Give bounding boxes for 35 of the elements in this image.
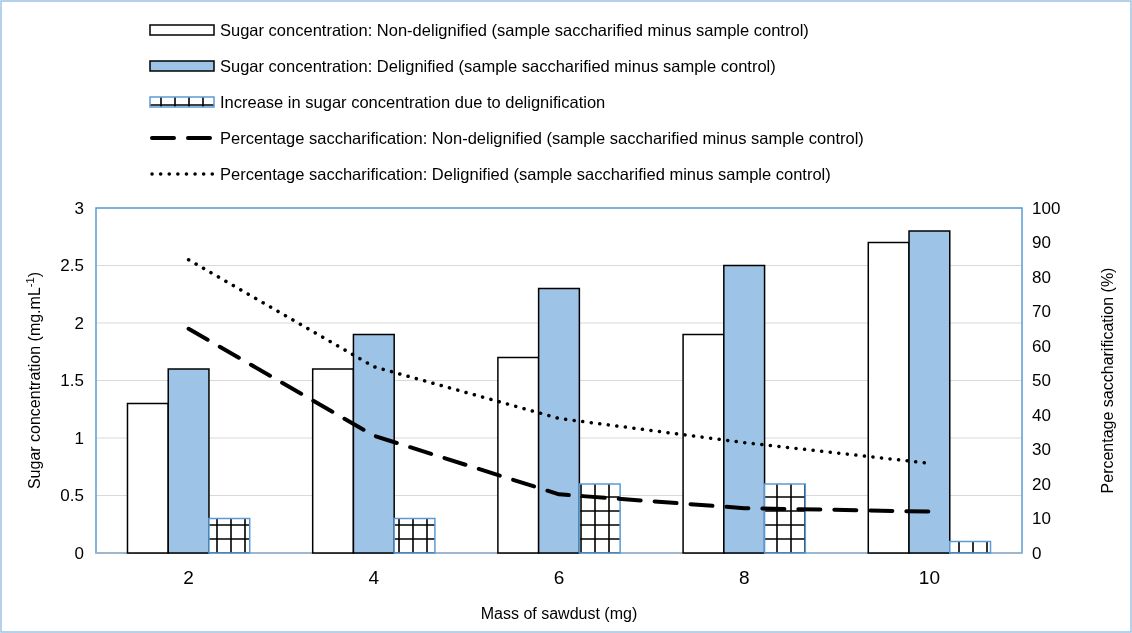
x-tick-label: 2 xyxy=(183,567,194,588)
y2-tick-label: 100 xyxy=(1032,198,1061,218)
y-tick-label: 1.5 xyxy=(60,371,84,391)
x-tick-label: 10 xyxy=(918,567,940,588)
y-tick-label: 3 xyxy=(74,198,84,218)
y2-tick-label: 0 xyxy=(1032,543,1042,563)
y2-tick-label: 40 xyxy=(1032,405,1051,425)
y2-tick-label: 70 xyxy=(1032,302,1051,322)
bar xyxy=(763,483,807,554)
y-tick-label: 1 xyxy=(74,428,84,448)
x-tick-label: 4 xyxy=(368,567,380,588)
bar xyxy=(949,540,992,554)
bar xyxy=(393,517,436,554)
y-tick-label: 2 xyxy=(74,313,84,333)
y2-tick-label: 50 xyxy=(1032,371,1051,391)
y2-tick-label: 20 xyxy=(1032,474,1051,494)
x-tick-label: 6 xyxy=(553,567,565,588)
x-tick-label: 8 xyxy=(738,567,750,588)
bar xyxy=(208,517,251,554)
y-tick-label: 0 xyxy=(74,543,84,563)
legend-label: Percentage saccharification: Delignified (sample saccharified minus sample control) xyxy=(220,164,831,183)
legend-label: Sugar concentration: Delignified (sample saccharified minus sample control) xyxy=(220,56,776,75)
legend-label: Percentage saccharification: Non-delignified (sample saccharified minus sample control) xyxy=(220,128,864,147)
y2-tick-label: 90 xyxy=(1032,233,1051,253)
y2-tick-label: 80 xyxy=(1032,267,1051,287)
legend-label: Increase in sugar concentration due to delignification xyxy=(220,92,606,111)
y2-axis-title: Percentage saccharification (%) xyxy=(1099,267,1116,494)
y2-tick-label: 30 xyxy=(1032,440,1051,460)
y-tick-label: 2.5 xyxy=(60,256,84,276)
y2-tick-label: 10 xyxy=(1032,509,1051,529)
legend-label: Sugar concentration: Non-delignified (sample saccharified minus sample control) xyxy=(220,20,809,39)
y-tick-label: 0.5 xyxy=(60,486,84,506)
y2-tick-label: 60 xyxy=(1032,336,1051,356)
bar xyxy=(578,483,621,554)
x-axis-title: Mass of sawdust (mg) xyxy=(480,605,638,622)
